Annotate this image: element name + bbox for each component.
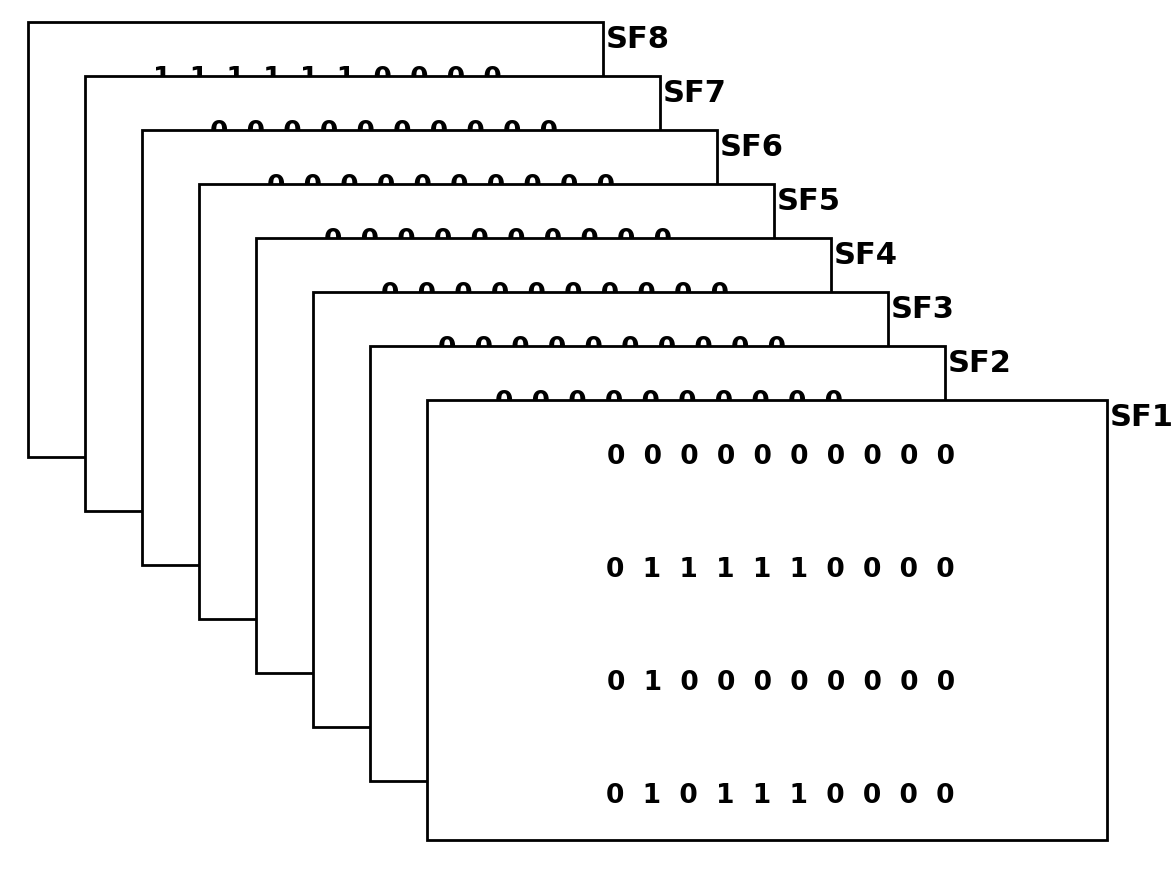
Text: 0  0  0  0  0  0  0  0  0  0: 0 0 0 0 0 0 0 0 0 0 bbox=[438, 335, 786, 361]
Text: 1  0  0  0  0  0  0  0  0  0: 1 0 0 0 0 0 0 0 0 0 bbox=[153, 334, 501, 360]
Bar bbox=[28, 22, 603, 457]
Text: 0  0  0  0  0  0  0  0  0  0: 0 0 0 0 0 0 0 0 0 0 bbox=[324, 563, 672, 589]
Text: 0  1  0  1  1  1  0  0  0  0: 0 1 0 1 1 1 0 0 0 0 bbox=[607, 783, 954, 809]
Bar bbox=[256, 238, 831, 673]
Text: SF5: SF5 bbox=[778, 187, 841, 216]
Text: 0  0  0  0  0  0  0  0  0  0: 0 0 0 0 0 0 0 0 0 0 bbox=[324, 429, 672, 455]
Text: 0  0  0  0  0  0  0  0  0  0: 0 0 0 0 0 0 0 0 0 0 bbox=[267, 240, 615, 267]
Bar bbox=[199, 184, 774, 619]
Text: 0  0  0  0  0  0  0  0  0  0: 0 0 0 0 0 0 0 0 0 0 bbox=[267, 442, 615, 468]
Text: SF3: SF3 bbox=[891, 295, 954, 324]
Text: 0  0  0  0  0  0  0  0  0  0: 0 0 0 0 0 0 0 0 0 0 bbox=[495, 456, 843, 483]
Text: 0  0  0  0  0  0  0  0  0  0: 0 0 0 0 0 0 0 0 0 0 bbox=[381, 415, 730, 442]
Text: 0  0  0  0  0  0  0  0  0  0: 0 0 0 0 0 0 0 0 0 0 bbox=[495, 725, 843, 751]
Text: 0  1  0  0  0  0  0  0  0  0: 0 1 0 0 0 0 0 0 0 0 bbox=[607, 670, 954, 696]
Text: 1  0  0  0  0  0  0  0  0  0: 1 0 0 0 0 0 0 0 0 0 bbox=[153, 199, 501, 226]
Text: 0  0  0  0  0  0  0  0  0  0: 0 0 0 0 0 0 0 0 0 0 bbox=[267, 173, 615, 199]
Text: 0  0  0  0  0  0  0  0  0  0: 0 0 0 0 0 0 0 0 0 0 bbox=[324, 361, 672, 388]
Text: 0  0  0  0  0  0  0  0  0  0: 0 0 0 0 0 0 0 0 0 0 bbox=[267, 375, 615, 401]
Text: SF6: SF6 bbox=[720, 133, 785, 162]
Text: SF1: SF1 bbox=[1110, 403, 1171, 432]
Text: 0  0  0  0  0  0  0  0  0  0: 0 0 0 0 0 0 0 0 0 0 bbox=[381, 617, 730, 643]
Text: 0  0  0  0  0  0  0  0  0  0: 0 0 0 0 0 0 0 0 0 0 bbox=[324, 496, 672, 522]
Text: 0  0  0  0  0  0  0  0  0  0: 0 0 0 0 0 0 0 0 0 0 bbox=[438, 671, 786, 697]
Text: 0  1  1  1  1  1  0  0  0  0: 0 1 1 1 1 1 0 0 0 0 bbox=[607, 557, 954, 583]
Text: 1  0  0  0  0  0  0  0  0  0: 1 0 0 0 0 0 0 0 0 0 bbox=[153, 132, 501, 159]
Bar bbox=[85, 76, 660, 511]
Text: 0  0  0  0  0  0  0  0  0  0: 0 0 0 0 0 0 0 0 0 0 bbox=[267, 509, 615, 535]
Bar bbox=[313, 292, 888, 727]
Text: 0  0  0  0  0  0  0  0  0  0: 0 0 0 0 0 0 0 0 0 0 bbox=[153, 401, 501, 427]
Text: SF8: SF8 bbox=[607, 25, 670, 54]
Text: 0  0  0  0  0  0  0  0  0  0: 0 0 0 0 0 0 0 0 0 0 bbox=[495, 591, 843, 617]
Text: SF4: SF4 bbox=[834, 241, 898, 270]
Bar bbox=[370, 346, 945, 781]
Text: SF7: SF7 bbox=[663, 79, 727, 108]
Text: 0  0  0  0  0  0  0  0  0  0: 0 0 0 0 0 0 0 0 0 0 bbox=[210, 455, 559, 481]
Text: 0  0  0  0  0  0  0  0  0  0: 0 0 0 0 0 0 0 0 0 0 bbox=[495, 523, 843, 550]
Text: 0  0  0  0  0  0  0  0  0  0: 0 0 0 0 0 0 0 0 0 0 bbox=[381, 348, 730, 375]
Text: 0  0  0  0  0  0  0  0  0  0: 0 0 0 0 0 0 0 0 0 0 bbox=[210, 388, 559, 414]
Text: SF2: SF2 bbox=[949, 349, 1012, 378]
Text: 0  0  0  0  0  0  0  0  0  0: 0 0 0 0 0 0 0 0 0 0 bbox=[607, 444, 954, 470]
Text: 0  0  0  0  0  0  0  0  0  0: 0 0 0 0 0 0 0 0 0 0 bbox=[438, 469, 786, 496]
Text: 0  0  0  0  0  0  0  0  0  0: 0 0 0 0 0 0 0 0 0 0 bbox=[267, 307, 615, 334]
Text: 0  0  0  0  0  0  0  0  0  0: 0 0 0 0 0 0 0 0 0 0 bbox=[438, 402, 786, 429]
Text: 0  0  0  0  0  0  0  0  0  0: 0 0 0 0 0 0 0 0 0 0 bbox=[324, 294, 672, 321]
Text: 0  0  0  0  0  0  0  0  0  0: 0 0 0 0 0 0 0 0 0 0 bbox=[324, 227, 672, 253]
Text: 0  0  0  0  0  0  0  0  0  0: 0 0 0 0 0 0 0 0 0 0 bbox=[210, 186, 559, 213]
Text: 0  0  0  0  0  0  0  0  0  0: 0 0 0 0 0 0 0 0 0 0 bbox=[438, 604, 786, 630]
Text: 0  0  0  0  0  0  0  0  0  0: 0 0 0 0 0 0 0 0 0 0 bbox=[210, 253, 559, 280]
Text: 0  0  0  0  0  0  0  0  0  0: 0 0 0 0 0 0 0 0 0 0 bbox=[495, 658, 843, 684]
Bar bbox=[142, 130, 717, 565]
Bar bbox=[427, 400, 1107, 840]
Text: 1  1  1  1  1  1  0  0  0  0: 1 1 1 1 1 1 0 0 0 0 bbox=[152, 65, 501, 91]
Text: 0  0  0  0  0  0  0  0  0  0: 0 0 0 0 0 0 0 0 0 0 bbox=[381, 281, 730, 307]
Text: 1  0  0  0  0  0  0  0  0  0: 1 0 0 0 0 0 0 0 0 0 bbox=[153, 267, 501, 293]
Text: 0  0  0  0  0  0  0  0  0  0: 0 0 0 0 0 0 0 0 0 0 bbox=[438, 537, 786, 563]
Text: 0  0  0  0  0  0  0  0  0  0: 0 0 0 0 0 0 0 0 0 0 bbox=[495, 389, 843, 415]
Text: 0  0  0  0  0  0  0  0  0  0: 0 0 0 0 0 0 0 0 0 0 bbox=[381, 483, 730, 509]
Text: 0  0  0  0  0  0  0  0  0  0: 0 0 0 0 0 0 0 0 0 0 bbox=[381, 550, 730, 576]
Text: 0  0  0  0  0  0  0  0  0  0: 0 0 0 0 0 0 0 0 0 0 bbox=[210, 321, 559, 347]
Text: 0  0  0  0  0  0  0  0  0  0: 0 0 0 0 0 0 0 0 0 0 bbox=[210, 119, 559, 145]
